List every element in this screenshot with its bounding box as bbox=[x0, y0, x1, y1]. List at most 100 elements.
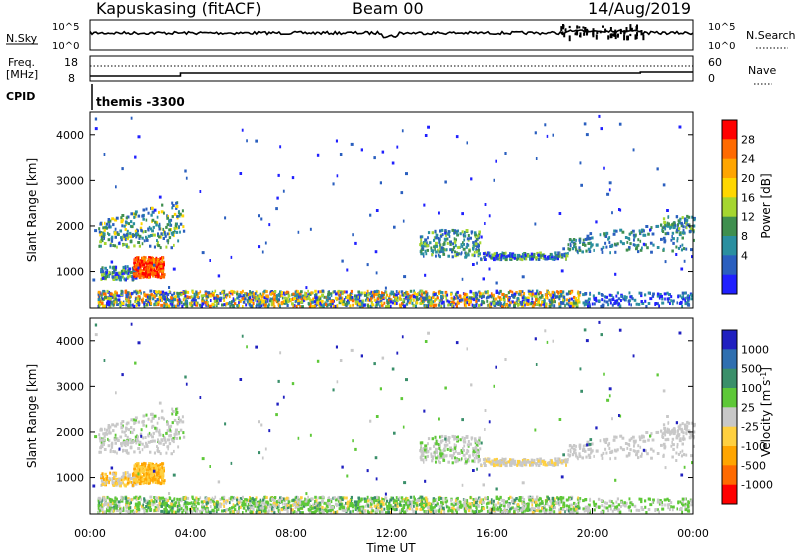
power-cell bbox=[482, 252, 486, 256]
velocity-cell bbox=[302, 504, 306, 508]
power-cell bbox=[172, 267, 176, 271]
power-cell bbox=[179, 293, 183, 297]
power-cell bbox=[493, 258, 496, 262]
power-cell bbox=[251, 295, 254, 299]
velocity-cell bbox=[353, 500, 357, 504]
velocity-cell bbox=[113, 509, 115, 513]
nsearch-mark bbox=[602, 25, 604, 28]
power-cell bbox=[180, 301, 183, 305]
power-cell bbox=[145, 207, 148, 211]
velocity-cell bbox=[492, 503, 495, 507]
power-cell bbox=[263, 289, 267, 293]
velocity-cell bbox=[269, 503, 272, 507]
power-cell bbox=[510, 254, 514, 258]
power-cell bbox=[550, 298, 553, 302]
power-cell bbox=[509, 301, 512, 305]
velocity-cell bbox=[526, 505, 530, 508]
power-cell bbox=[617, 297, 621, 301]
power-cell bbox=[114, 273, 118, 277]
velocity-cell bbox=[178, 504, 181, 507]
power-cell bbox=[527, 254, 531, 258]
power-cell bbox=[201, 299, 204, 303]
power-cell bbox=[478, 230, 481, 234]
power-cell bbox=[205, 292, 208, 296]
power-cell bbox=[249, 293, 252, 297]
velocity-cell bbox=[369, 504, 373, 508]
velocity-cell bbox=[574, 503, 577, 506]
power-cell bbox=[453, 295, 455, 299]
velocity-cell bbox=[399, 500, 402, 504]
power-cell bbox=[119, 303, 123, 307]
velocity-cell bbox=[136, 497, 139, 501]
power-cell bbox=[147, 265, 150, 269]
power-cell bbox=[449, 248, 452, 252]
power-cell bbox=[617, 303, 620, 307]
nsearch-mark bbox=[560, 26, 563, 32]
velocity-cell bbox=[389, 506, 393, 510]
power-cell bbox=[668, 297, 671, 300]
power-cell bbox=[409, 289, 413, 293]
power-cell bbox=[319, 305, 323, 308]
power-cell bbox=[649, 297, 653, 301]
power-cell bbox=[380, 303, 384, 307]
velocity-cell bbox=[385, 502, 387, 506]
power-cell bbox=[682, 225, 685, 229]
velocity-cell bbox=[262, 498, 265, 502]
power-cell bbox=[346, 299, 350, 303]
velocity-cell bbox=[517, 504, 520, 508]
velocity-cell bbox=[207, 497, 211, 501]
power-cell bbox=[664, 260, 667, 264]
power-cell bbox=[392, 295, 395, 298]
power-cell bbox=[394, 296, 398, 299]
power-cell bbox=[424, 249, 427, 253]
power-cell bbox=[455, 135, 459, 139]
velocity-cell bbox=[679, 500, 682, 504]
power-cell bbox=[148, 275, 150, 279]
power-cell bbox=[153, 208, 157, 212]
power-cell bbox=[608, 293, 612, 297]
power-cell bbox=[393, 302, 397, 306]
velocity-cell bbox=[260, 510, 263, 514]
power-cell bbox=[585, 302, 588, 306]
power-cell bbox=[100, 296, 103, 300]
power-cell bbox=[349, 296, 352, 300]
power-cell bbox=[609, 244, 611, 248]
power-cell bbox=[117, 275, 120, 279]
velocity-cell bbox=[318, 501, 322, 505]
power-cell bbox=[532, 254, 535, 258]
velocity-heatmap-cells bbox=[92, 320, 696, 515]
power-cell bbox=[629, 232, 632, 236]
power-cell bbox=[120, 238, 123, 242]
power-cell bbox=[640, 294, 643, 298]
power-cell bbox=[100, 235, 104, 239]
velocity-cell bbox=[133, 510, 136, 514]
power-cell bbox=[126, 291, 130, 295]
power-cell bbox=[144, 268, 147, 272]
velocity-cell bbox=[541, 500, 544, 504]
velocity-cell bbox=[208, 510, 212, 514]
velocity-cell bbox=[472, 498, 475, 501]
power-cell bbox=[600, 247, 604, 251]
power-cell bbox=[218, 298, 222, 302]
power-cell bbox=[272, 298, 276, 302]
power-cell bbox=[390, 290, 393, 294]
power-cell bbox=[127, 271, 130, 275]
power-cell bbox=[176, 222, 178, 226]
velocity-cell bbox=[499, 510, 503, 513]
velocity-cell bbox=[247, 506, 249, 510]
velocity-cell bbox=[533, 509, 536, 513]
power-cell bbox=[468, 296, 472, 300]
power-cell bbox=[150, 213, 153, 217]
power-cell bbox=[635, 247, 638, 251]
power-cell bbox=[166, 293, 170, 296]
colorbar-segment bbox=[722, 236, 737, 256]
power-cell bbox=[230, 291, 232, 295]
velocity-cell bbox=[286, 503, 289, 507]
velocity-cell bbox=[569, 507, 573, 511]
velocity-cell bbox=[319, 511, 323, 514]
power-cell bbox=[146, 262, 148, 266]
station-title: Kapuskasing (fitACF) bbox=[96, 0, 262, 18]
power-cell bbox=[522, 255, 525, 259]
power-cell bbox=[573, 245, 576, 248]
power-cell bbox=[125, 303, 128, 307]
